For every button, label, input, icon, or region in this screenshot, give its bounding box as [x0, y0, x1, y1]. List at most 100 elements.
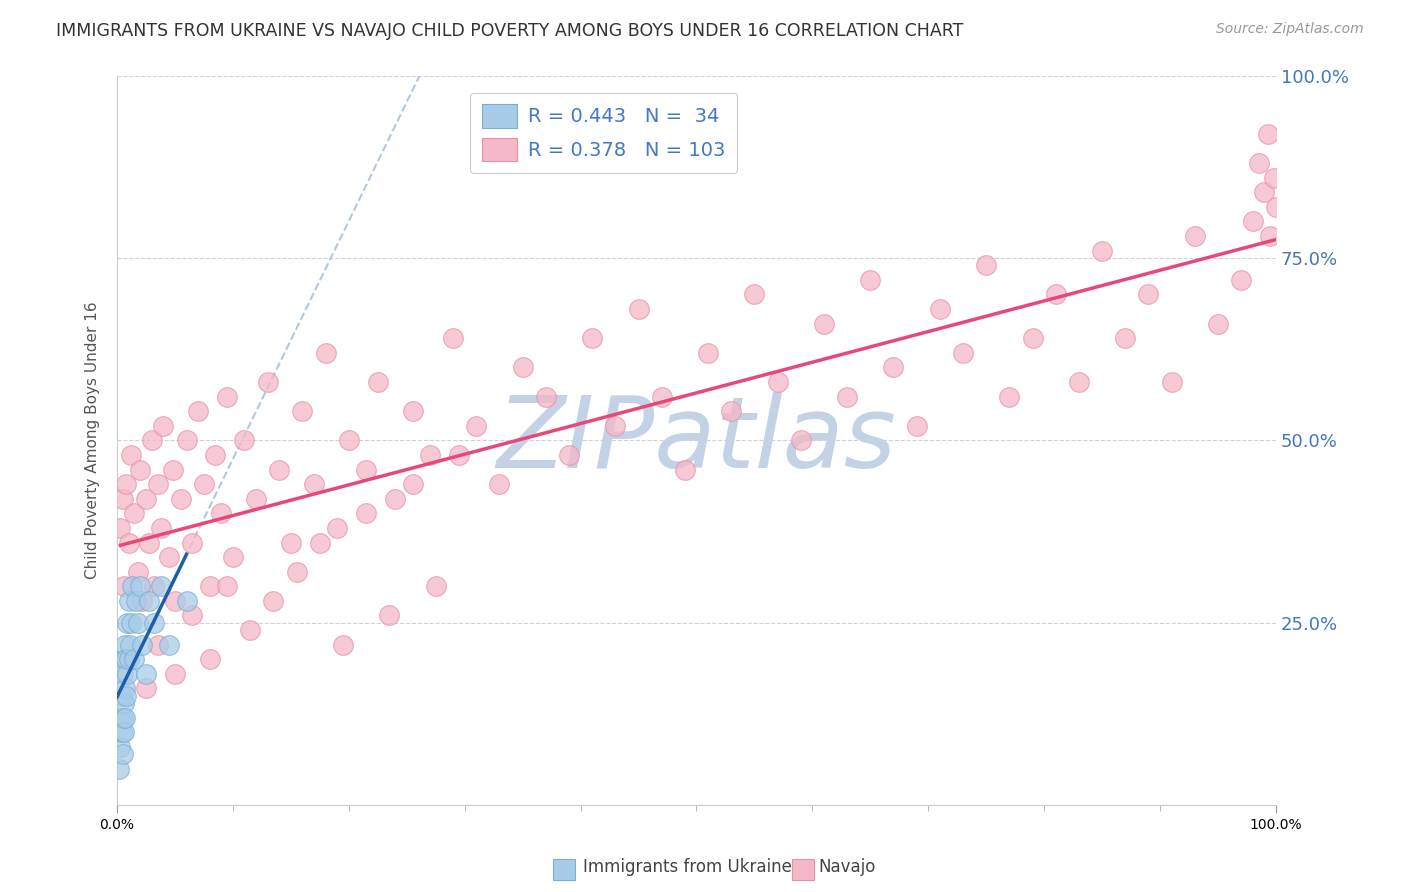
Point	[138, 535, 160, 549]
Point	[378, 608, 401, 623]
Point	[146, 477, 169, 491]
Point	[131, 638, 153, 652]
Point	[697, 346, 720, 360]
Point	[1230, 273, 1253, 287]
Point	[302, 477, 325, 491]
Point	[447, 448, 470, 462]
Point	[117, 615, 139, 630]
Point	[187, 404, 209, 418]
Point	[401, 404, 423, 418]
Point	[176, 594, 198, 608]
Point	[117, 666, 139, 681]
Point	[114, 681, 136, 696]
Point	[152, 418, 174, 433]
Point	[1114, 331, 1136, 345]
Point	[157, 638, 180, 652]
Point	[1258, 229, 1281, 244]
Text: Source: ZipAtlas.com: Source: ZipAtlas.com	[1216, 22, 1364, 37]
Point	[131, 594, 153, 608]
Point	[581, 331, 603, 345]
Point	[233, 434, 256, 448]
Text: Immigrants from Ukraine: Immigrants from Ukraine	[583, 858, 793, 876]
Point	[110, 739, 132, 754]
Point	[1263, 170, 1285, 185]
Point	[558, 448, 581, 462]
Point	[162, 462, 184, 476]
Point	[766, 375, 789, 389]
Point	[217, 579, 239, 593]
Point	[441, 331, 464, 345]
Point	[905, 418, 928, 433]
Point	[181, 535, 204, 549]
Point	[952, 346, 974, 360]
Point	[465, 418, 488, 433]
Point	[176, 434, 198, 448]
Point	[222, 550, 245, 565]
Point	[285, 565, 308, 579]
Point	[129, 579, 152, 593]
Point	[512, 360, 534, 375]
Point	[326, 521, 349, 535]
Point	[1067, 375, 1090, 389]
Point	[1184, 229, 1206, 244]
Text: Navajo: Navajo	[818, 858, 876, 876]
Point	[1137, 287, 1160, 301]
Point	[135, 491, 157, 506]
Point	[837, 390, 859, 404]
Point	[117, 652, 139, 666]
Point	[115, 477, 138, 491]
Point	[859, 273, 882, 287]
Point	[150, 521, 173, 535]
Point	[425, 579, 447, 593]
Point	[245, 491, 267, 506]
Point	[141, 434, 163, 448]
Point	[928, 301, 950, 316]
Point	[308, 535, 330, 549]
Point	[1160, 375, 1182, 389]
Point	[209, 506, 232, 520]
Point	[651, 390, 673, 404]
Point	[256, 375, 278, 389]
Y-axis label: Child Poverty Among Boys Under 16: Child Poverty Among Boys Under 16	[86, 301, 100, 579]
Point	[120, 448, 142, 462]
Point	[239, 623, 262, 637]
Point	[790, 434, 813, 448]
Point	[1021, 331, 1043, 345]
Point	[204, 448, 226, 462]
Point	[112, 725, 135, 739]
Point	[117, 594, 139, 608]
Point	[150, 579, 173, 593]
Point	[143, 615, 166, 630]
Point	[114, 711, 136, 725]
Point	[1206, 317, 1229, 331]
Point	[112, 579, 135, 593]
Point	[198, 579, 221, 593]
Point	[744, 287, 766, 301]
Point	[419, 448, 441, 462]
Point	[181, 608, 204, 623]
Point	[401, 477, 423, 491]
Point	[354, 462, 377, 476]
Point	[315, 346, 337, 360]
Point	[110, 689, 132, 703]
Text: ZIPatlas: ZIPatlas	[496, 392, 897, 489]
Point	[193, 477, 215, 491]
Point	[124, 506, 146, 520]
Point	[1045, 287, 1067, 301]
Point	[110, 521, 132, 535]
Point	[1247, 156, 1270, 170]
Point	[882, 360, 904, 375]
Point	[262, 594, 284, 608]
Point	[112, 652, 135, 666]
Point	[337, 434, 360, 448]
Text: IMMIGRANTS FROM UKRAINE VS NAVAJO CHILD POVERTY AMONG BOYS UNDER 16 CORRELATION : IMMIGRANTS FROM UKRAINE VS NAVAJO CHILD …	[56, 22, 963, 40]
Point	[198, 652, 221, 666]
Point	[117, 535, 139, 549]
Point	[627, 301, 650, 316]
Point	[127, 615, 149, 630]
Point	[354, 506, 377, 520]
Point	[217, 390, 239, 404]
Point	[291, 404, 314, 418]
Point	[115, 689, 138, 703]
Point	[163, 594, 186, 608]
